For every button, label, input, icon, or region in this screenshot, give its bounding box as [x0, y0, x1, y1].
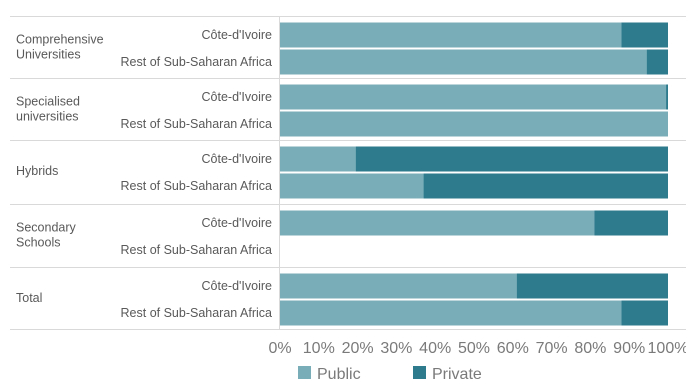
- bar-segment-private: [666, 84, 668, 110]
- row-label: Rest of Sub-Saharan Africa: [121, 243, 273, 257]
- legend-swatch-public: [298, 366, 311, 379]
- legend-swatch-private: [413, 366, 426, 379]
- group-label: Total: [16, 291, 42, 305]
- group-label: Comprehensive Universities: [16, 33, 104, 62]
- x-tick-label: 90%: [613, 340, 645, 357]
- bar-segment-public: [280, 111, 668, 137]
- bar-segment-private: [594, 210, 668, 236]
- bar-segment-public: [280, 22, 622, 48]
- x-tick-label: 100%: [648, 340, 686, 357]
- row-label: Côte-d'Ivoire: [202, 279, 273, 293]
- row-label: Rest of Sub-Saharan Africa: [121, 117, 273, 131]
- x-tick-label: 70%: [536, 340, 568, 357]
- row-label: Côte-d'Ivoire: [202, 28, 273, 42]
- bar-segment-private: [621, 300, 668, 326]
- row-label: Rest of Sub-Saharan Africa: [121, 55, 273, 69]
- x-tick-label: 20%: [342, 340, 374, 357]
- bar-segment-public: [280, 300, 622, 326]
- x-tick-label: 30%: [380, 340, 412, 357]
- bar-segment-private: [646, 49, 668, 75]
- bar-segment-public: [280, 146, 356, 172]
- bar-segment-private: [621, 22, 668, 48]
- bar-segment-public: [280, 84, 667, 110]
- row-label: Rest of Sub-Saharan Africa: [121, 179, 273, 193]
- bar-segment-private: [423, 173, 668, 199]
- row-label: Rest of Sub-Saharan Africa: [121, 306, 273, 320]
- x-tick-label: 50%: [458, 340, 490, 357]
- bar-segment-public: [280, 273, 517, 299]
- bar-segment-public: [280, 173, 424, 199]
- row-label: Côte-d'Ivoire: [202, 216, 273, 230]
- x-tick-label: 60%: [497, 340, 529, 357]
- group-label: Specialised universities: [16, 95, 80, 124]
- group-label: Hybrids: [16, 164, 58, 178]
- bar-segment-private: [516, 273, 668, 299]
- x-tick-label: 0%: [268, 340, 291, 357]
- x-tick-label: 40%: [419, 340, 451, 357]
- bar-segment-public: [280, 210, 595, 236]
- legend-label: Private: [432, 366, 482, 383]
- legend-label: Public: [317, 366, 361, 383]
- bar-segment-public: [280, 49, 647, 75]
- x-tick-label: 10%: [303, 340, 335, 357]
- row-label: Côte-d'Ivoire: [202, 90, 273, 104]
- row-label: Côte-d'Ivoire: [202, 152, 273, 166]
- group-label: Secondary Schools: [16, 221, 77, 250]
- x-tick-label: 80%: [574, 340, 606, 357]
- bar-segment-private: [355, 146, 668, 172]
